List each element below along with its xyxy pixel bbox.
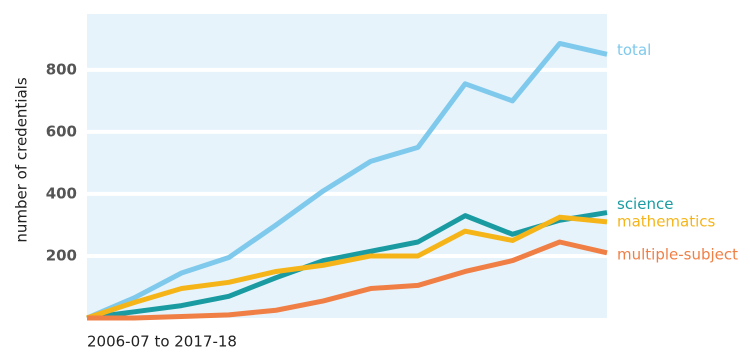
series-line xyxy=(86,214,608,321)
y-axis-label: number of credentials xyxy=(13,77,31,243)
y-tick-label: 400 xyxy=(46,184,77,202)
y-tick-label: 800 xyxy=(46,60,77,78)
plot-background xyxy=(87,14,607,318)
series-label: multiple-subject xyxy=(617,245,738,263)
series-line xyxy=(86,210,608,321)
series-line xyxy=(87,239,608,321)
series-line xyxy=(86,40,608,321)
series-label: science xyxy=(617,195,673,213)
series-label: total xyxy=(617,41,651,59)
y-tick-label: 600 xyxy=(46,122,77,140)
y-tick-label: 200 xyxy=(46,246,77,264)
x-axis-label: 2006-07 to 2017-18 xyxy=(87,333,237,351)
series-label: mathematics xyxy=(617,212,716,230)
